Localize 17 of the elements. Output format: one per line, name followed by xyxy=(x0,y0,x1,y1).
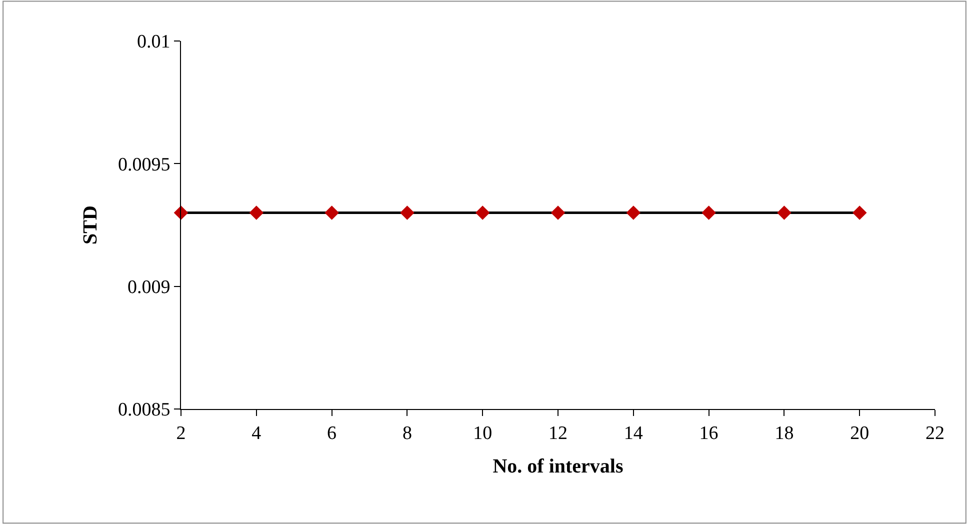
y-axis-title: STD xyxy=(79,206,102,244)
x-tick-label: 6 xyxy=(327,422,337,444)
x-tick-label: 18 xyxy=(774,422,794,444)
x-tick-label: 8 xyxy=(402,422,412,444)
x-tick-label: 12 xyxy=(548,422,568,444)
y-tick-label: 0.009 xyxy=(127,276,170,298)
x-tick-label: 16 xyxy=(699,422,718,444)
x-tick-label: 2 xyxy=(176,422,186,444)
x-tick-label: 14 xyxy=(624,422,644,444)
y-tick-label: 0.01 xyxy=(136,32,170,53)
x-tick-label: 22 xyxy=(926,422,944,444)
x-axis-title: No. of intervals xyxy=(492,455,624,478)
y-tick-label: 0.0095 xyxy=(118,154,170,176)
x-tick-label: 4 xyxy=(252,422,262,444)
y-tick-label: 0.0085 xyxy=(118,400,170,421)
x-tick-label: 10 xyxy=(473,422,492,444)
x-tick-label: 20 xyxy=(850,422,870,444)
